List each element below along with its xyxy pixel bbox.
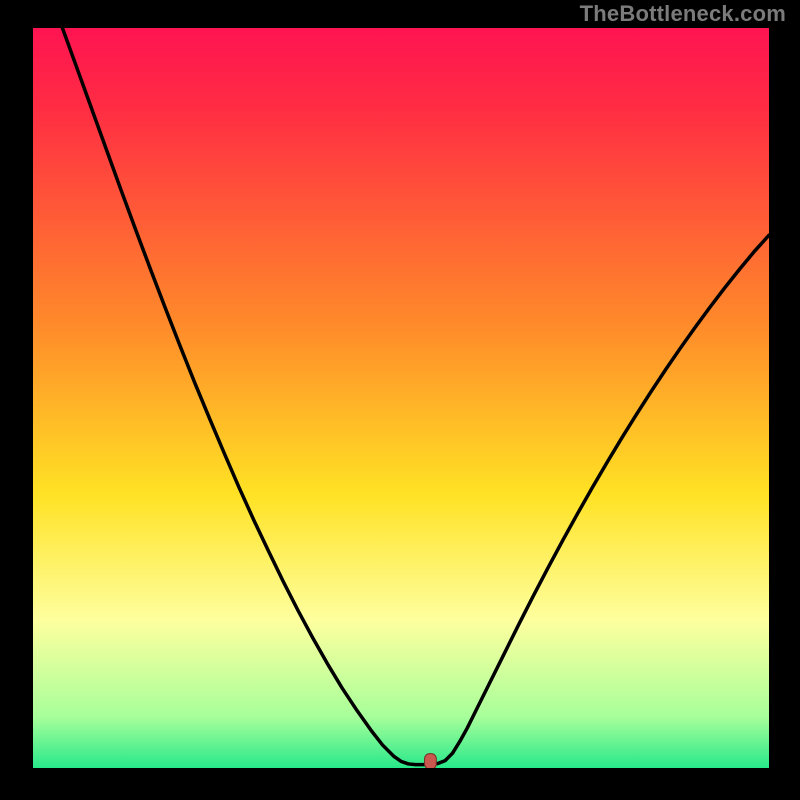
bottleneck-curve xyxy=(62,28,769,765)
watermark-text: TheBottleneck.com xyxy=(580,1,786,27)
plot-area xyxy=(33,28,769,768)
chart-frame: TheBottleneck.com xyxy=(0,0,800,800)
min-marker xyxy=(425,754,437,768)
plot-svg xyxy=(33,28,769,768)
